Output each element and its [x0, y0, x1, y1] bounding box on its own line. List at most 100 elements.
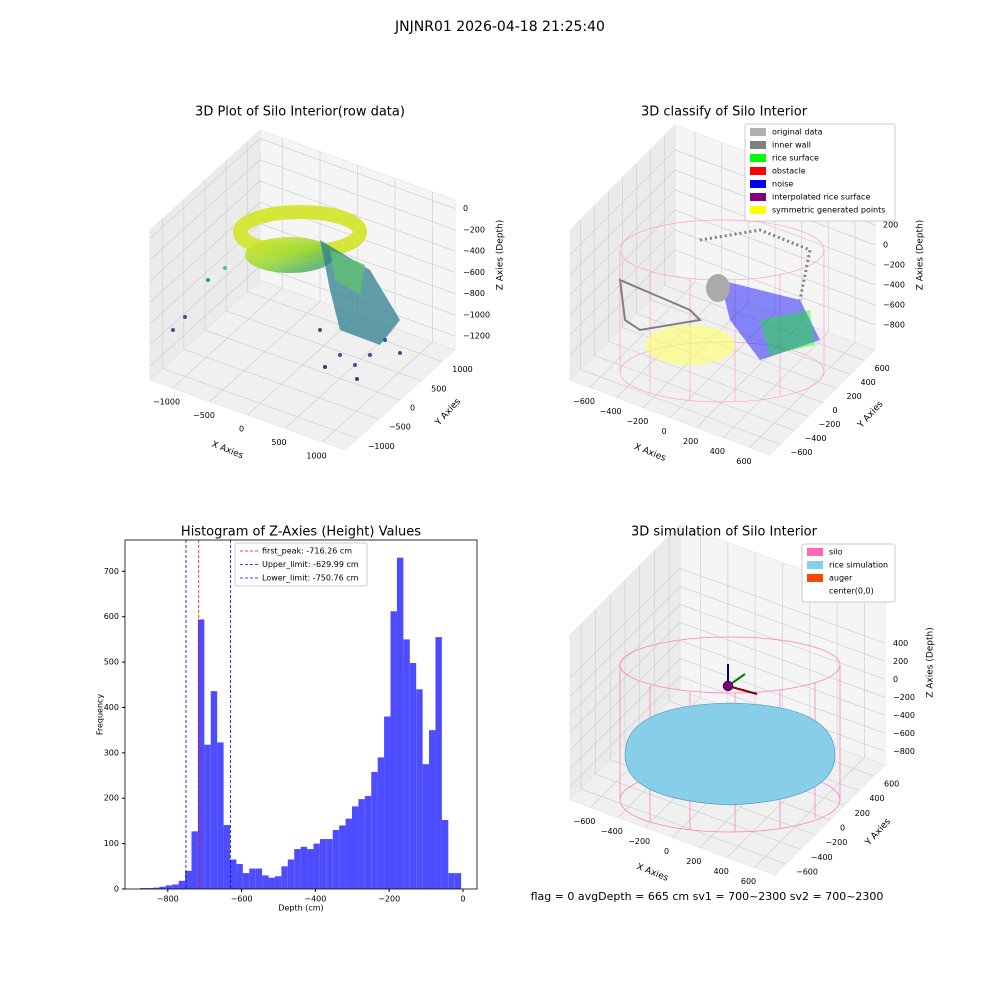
grid-line: [183, 348, 379, 420]
z-tick-label: −600: [893, 729, 915, 738]
bar: [281, 866, 288, 889]
legend-label: noise: [772, 180, 793, 189]
y-axis-label: Frequency: [96, 694, 105, 736]
bar: [332, 830, 340, 889]
grid-line: [674, 189, 876, 266]
bar: [217, 742, 224, 889]
grid-line: [569, 676, 681, 787]
bar: [307, 849, 314, 889]
legend-label: rice simulation: [829, 561, 888, 570]
legend-label: center(0,0): [829, 587, 874, 596]
center-marker: [722, 680, 734, 692]
bar: [422, 764, 430, 889]
z-axis-label: Z Axies (Depth): [926, 627, 936, 698]
y-tick-label: 600: [104, 612, 119, 621]
bar: [448, 873, 455, 889]
x-tick-label: 0: [664, 847, 669, 856]
y-tick-label: −1000: [368, 442, 395, 451]
bar: [287, 859, 295, 889]
scattered-points: [171, 266, 402, 381]
legend-swatch: [750, 154, 766, 162]
y-tick-label: −600: [796, 868, 818, 877]
z-tick-label: −200: [463, 225, 485, 234]
grid-line: [650, 299, 851, 375]
z-tick-label: −600: [463, 268, 485, 277]
y-tick-label: −400: [811, 853, 833, 862]
y-tick-label: 0: [840, 824, 845, 833]
chart-title: 3D Plot of Silo Interior(row data): [195, 105, 405, 120]
z-tick-label: −200: [893, 693, 915, 702]
x-tick-label: −200: [378, 895, 400, 904]
figure-title: JNJNR01 2026-04-18 21:25:40: [394, 19, 605, 35]
bar: [377, 757, 385, 889]
original-data: [706, 274, 730, 302]
grid-line: [259, 180, 456, 252]
grid-line: [569, 189, 676, 296]
y-tick-label: 100: [104, 839, 119, 848]
y-tick-label: −400: [805, 434, 827, 443]
grid-line: [569, 149, 676, 256]
legend-label: original data: [772, 128, 823, 137]
legend-swatch: [750, 167, 766, 175]
grid-line: [149, 159, 261, 261]
grid-line: [594, 355, 795, 431]
chart-title: Histogram of Z-Axies (Height) Values: [181, 525, 421, 540]
y-tick-label: 1000: [452, 365, 472, 374]
x-tick-label: −200: [626, 417, 648, 426]
y-tick-label: 200: [104, 794, 119, 803]
bar: [313, 843, 320, 889]
bar: [223, 825, 231, 889]
grid-line: [679, 585, 886, 662]
bar: [396, 557, 404, 889]
bar: [262, 875, 269, 889]
grid-line: [674, 209, 876, 286]
symmetric-points: [645, 325, 735, 365]
point-cloud: [330, 250, 365, 295]
bar: [197, 619, 205, 889]
grid-line: [580, 788, 787, 865]
y-tick-label: 0: [833, 406, 838, 415]
grid-line: [149, 265, 261, 367]
z-tick-label: −400: [893, 711, 915, 720]
grid-line: [569, 568, 681, 679]
x-tick-label: 0: [661, 427, 666, 436]
x-tick-label: 600: [741, 877, 756, 886]
bar: [345, 818, 352, 889]
grid-line: [664, 285, 865, 361]
bar: [403, 639, 410, 889]
grid-line: [149, 244, 261, 346]
bar: [146, 888, 153, 889]
z-tick-label: 400: [893, 639, 908, 648]
x-tick-label: −400: [304, 895, 326, 904]
bar: [294, 849, 301, 889]
y-tick-label: 600: [875, 364, 890, 373]
legend-label: Upper_limit: -629.99 cm: [262, 560, 359, 569]
z-axis-label: Z Axies (Depth): [496, 220, 506, 291]
y-tick-label: 0: [410, 404, 415, 413]
x-tick-label: 600: [736, 457, 751, 466]
legend-label: obstacle: [772, 167, 806, 176]
z-tick-label: 200: [893, 657, 908, 666]
legend-label: symmetric generated points: [772, 206, 885, 215]
chart-title: 3D simulation of Silo Interior: [631, 525, 818, 540]
bar: [140, 888, 147, 889]
y-tick-label: −500: [389, 423, 411, 432]
bar: [358, 799, 365, 889]
y-tick-label: 400: [869, 794, 884, 803]
x-tick-label: 1000: [306, 451, 326, 460]
z-tick-label: 0: [883, 241, 888, 250]
bar: [268, 877, 275, 889]
z-tick-label: 200: [883, 221, 898, 230]
x-tick-label: −200: [628, 837, 650, 846]
y-tick-label: 200: [855, 809, 870, 818]
bar: [210, 691, 218, 889]
bar: [429, 730, 436, 889]
bar: [159, 886, 166, 889]
bar: [191, 831, 198, 889]
bar: [409, 662, 417, 889]
legend-swatch: [750, 193, 766, 201]
x-tick-label: −800: [157, 895, 179, 904]
y-tick-label: 500: [431, 384, 446, 393]
y-tick-label: −200: [825, 838, 847, 847]
